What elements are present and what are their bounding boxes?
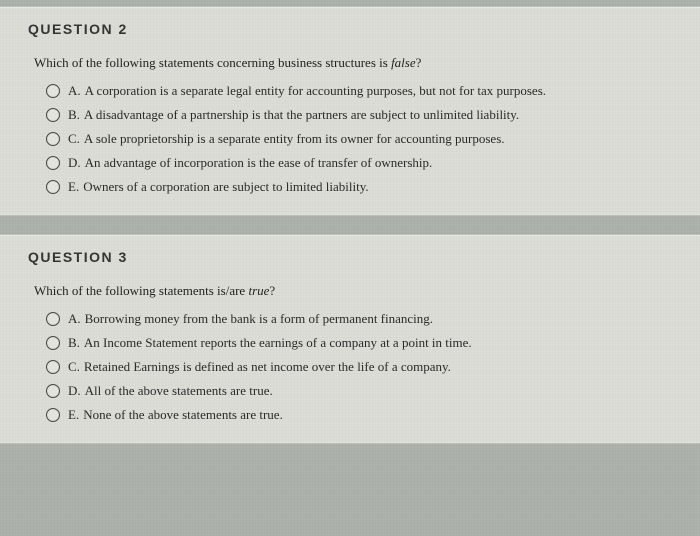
- question-prompt: Which of the following statements is/are…: [34, 283, 672, 299]
- question-panel: QUESTION 2 Which of the following statem…: [0, 6, 700, 216]
- option-row[interactable]: B. A disadvantage of a partnership is th…: [46, 105, 672, 125]
- option-text: None of the above statements are true.: [83, 405, 283, 425]
- question-heading: QUESTION 3: [28, 249, 672, 265]
- prompt-pre: Which of the following statements is/are: [34, 283, 248, 298]
- option-text: An Income Statement reports the earnings…: [84, 333, 472, 353]
- radio-button[interactable]: [46, 384, 60, 398]
- option-letter: B.: [68, 105, 80, 125]
- option-letter: C.: [68, 129, 80, 149]
- question-panel: QUESTION 3 Which of the following statem…: [0, 234, 700, 444]
- question-prompt: Which of the following statements concer…: [34, 55, 672, 71]
- prompt-pre: Which of the following statements concer…: [34, 55, 391, 70]
- prompt-emph: true: [248, 283, 269, 298]
- radio-button[interactable]: [46, 156, 60, 170]
- option-text: Borrowing money from the bank is a form …: [85, 309, 433, 329]
- option-row[interactable]: A. A corporation is a separate legal ent…: [46, 81, 672, 101]
- option-row[interactable]: D. An advantage of incorporation is the …: [46, 153, 672, 173]
- panel-gap: [0, 216, 700, 234]
- option-letter: A.: [68, 81, 81, 101]
- option-row[interactable]: B. An Income Statement reports the earni…: [46, 333, 672, 353]
- option-text: Retained Earnings is defined as net inco…: [84, 357, 451, 377]
- option-letter: D.: [68, 381, 81, 401]
- option-letter: A.: [68, 309, 81, 329]
- radio-button[interactable]: [46, 360, 60, 374]
- prompt-post: ?: [269, 283, 275, 298]
- option-text: An advantage of incorporation is the eas…: [85, 153, 433, 173]
- question-heading: QUESTION 2: [28, 21, 672, 37]
- prompt-post: ?: [416, 55, 422, 70]
- option-row[interactable]: C. A sole proprietorship is a separate e…: [46, 129, 672, 149]
- option-text: All of the above statements are true.: [85, 381, 273, 401]
- option-letter: E.: [68, 177, 79, 197]
- prompt-emph: false: [391, 55, 416, 70]
- option-text: A disadvantage of a partnership is that …: [84, 105, 519, 125]
- option-row[interactable]: E. None of the above statements are true…: [46, 405, 672, 425]
- option-letter: E.: [68, 405, 79, 425]
- option-text: A sole proprietorship is a separate enti…: [84, 129, 505, 149]
- radio-button[interactable]: [46, 108, 60, 122]
- radio-button[interactable]: [46, 336, 60, 350]
- option-text: Owners of a corporation are subject to l…: [83, 177, 368, 197]
- radio-button[interactable]: [46, 180, 60, 194]
- radio-button[interactable]: [46, 408, 60, 422]
- option-letter: B.: [68, 333, 80, 353]
- option-text: A corporation is a separate legal entity…: [85, 81, 546, 101]
- option-row[interactable]: C. Retained Earnings is defined as net i…: [46, 357, 672, 377]
- option-row[interactable]: A. Borrowing money from the bank is a fo…: [46, 309, 672, 329]
- radio-button[interactable]: [46, 84, 60, 98]
- option-row[interactable]: E. Owners of a corporation are subject t…: [46, 177, 672, 197]
- option-letter: D.: [68, 153, 81, 173]
- radio-button[interactable]: [46, 132, 60, 146]
- radio-button[interactable]: [46, 312, 60, 326]
- option-letter: C.: [68, 357, 80, 377]
- option-row[interactable]: D. All of the above statements are true.: [46, 381, 672, 401]
